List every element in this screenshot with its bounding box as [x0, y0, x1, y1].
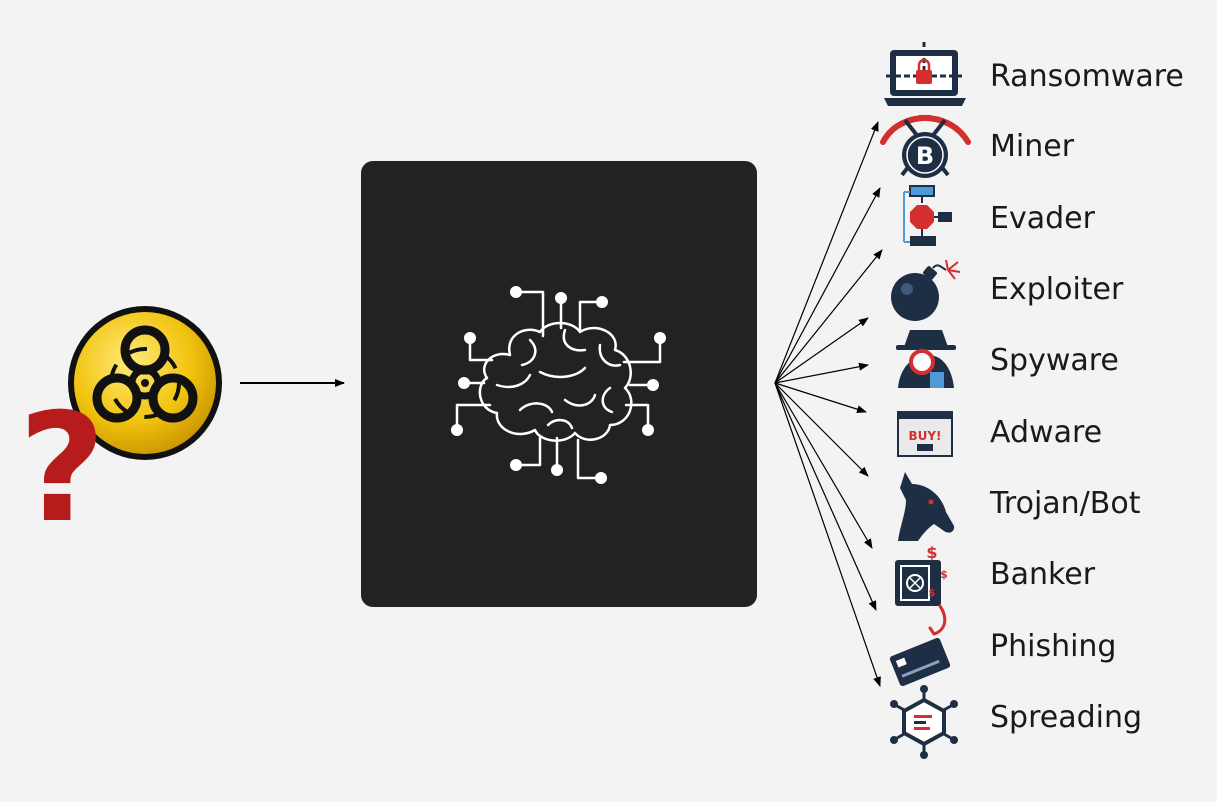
category-label-trojan-bot: Trojan/Bot — [990, 486, 1141, 521]
category-label-banker: Banker — [990, 557, 1096, 592]
category-label-exploiter: Exploiter — [990, 272, 1124, 307]
horse-head-icon — [898, 472, 955, 541]
hooked-card-icon — [889, 604, 951, 687]
category-label-phishing: Phishing — [990, 629, 1117, 664]
laptop-lock-icon — [884, 42, 966, 106]
biohazard-icon — [68, 306, 222, 460]
category-label-miner: Miner — [990, 129, 1075, 164]
category-label-spreading: Spreading — [990, 700, 1143, 735]
svg-text:B: B — [916, 142, 934, 170]
svg-text:$: $ — [926, 543, 937, 562]
category-label-evader: Evader — [990, 201, 1095, 236]
bomb-icon — [891, 259, 961, 321]
svg-text:$: $ — [940, 568, 948, 581]
question-mark-icon: ? — [18, 382, 105, 556]
category-label-ransomware: Ransomware — [990, 59, 1184, 94]
category-label-spyware: Spyware — [990, 343, 1119, 378]
model-panel — [361, 161, 757, 607]
ai-brain-icon — [455, 290, 662, 480]
category-label-adware: Adware — [990, 415, 1103, 450]
ai-brain-nodes — [451, 286, 666, 484]
svg-text:BUY!: BUY! — [908, 429, 941, 443]
buy-popup-icon: BUY! — [897, 411, 953, 457]
bitcoin-pickaxe-icon: B — [880, 114, 971, 178]
flowchart-stop-icon — [903, 185, 952, 246]
spy-agent-icon — [896, 330, 956, 388]
safe-money-icon: $ $ $ — [895, 543, 948, 606]
output-arrows — [774, 121, 883, 687]
virus-network-icon — [890, 685, 958, 759]
svg-text:$: $ — [929, 588, 936, 599]
